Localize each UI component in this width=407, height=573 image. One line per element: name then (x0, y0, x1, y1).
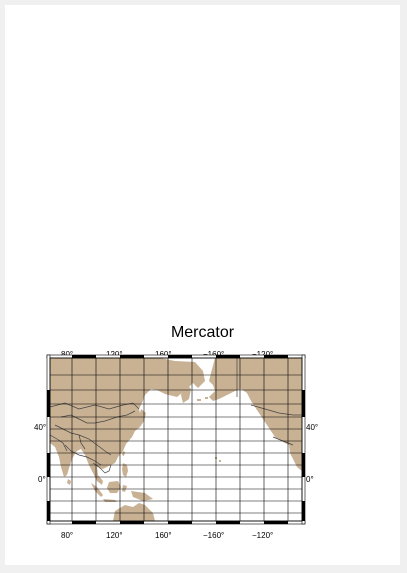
lat-label-right-40n: 40° (306, 423, 319, 432)
land-hawaii (215, 457, 221, 462)
land-japan (133, 409, 146, 431)
lat-label-right-0: 0° (306, 475, 314, 484)
lon-label-bottom-160w: −160° (203, 531, 225, 540)
map-frame (46, 354, 306, 525)
land-north-america (209, 358, 302, 451)
land-arctic-islands (243, 361, 289, 377)
land-sri-lanka (67, 479, 71, 485)
graticule (50, 358, 302, 521)
land-taiwan (122, 451, 125, 456)
lon-label-bottom-120e: 120° (106, 531, 123, 540)
country-borders (50, 358, 302, 474)
lon-label-bottom-120w: −120° (252, 531, 274, 540)
lon-label-top-120w: −120° (252, 350, 274, 359)
land-borneo (107, 481, 121, 493)
land-new-guinea (131, 491, 153, 501)
land-aleutians (197, 397, 208, 401)
lon-label-top-120e: 120° (106, 350, 123, 359)
map-page: Mercator 80° 120° 160° −160° −120° 80° 1… (5, 5, 400, 565)
land-kamchatka (181, 383, 191, 403)
lon-label-top-160w: −160° (203, 350, 225, 359)
land-sumatra (91, 483, 103, 497)
land-philippines (122, 463, 128, 477)
map-title: Mercator (170, 324, 235, 341)
lon-label-bottom-160e: 160° (155, 531, 172, 540)
land-sulawesi (122, 485, 127, 492)
lat-label-left-0: 0° (38, 475, 46, 484)
lon-label-top-160e: 160° (155, 350, 172, 359)
land-central-america (289, 445, 302, 471)
mercator-map (46, 354, 306, 525)
land-australia (113, 503, 155, 521)
lon-label-top-80e: 80° (61, 350, 74, 359)
lon-label-bottom-80e: 80° (61, 531, 74, 540)
lat-label-left-40n: 40° (34, 423, 47, 432)
